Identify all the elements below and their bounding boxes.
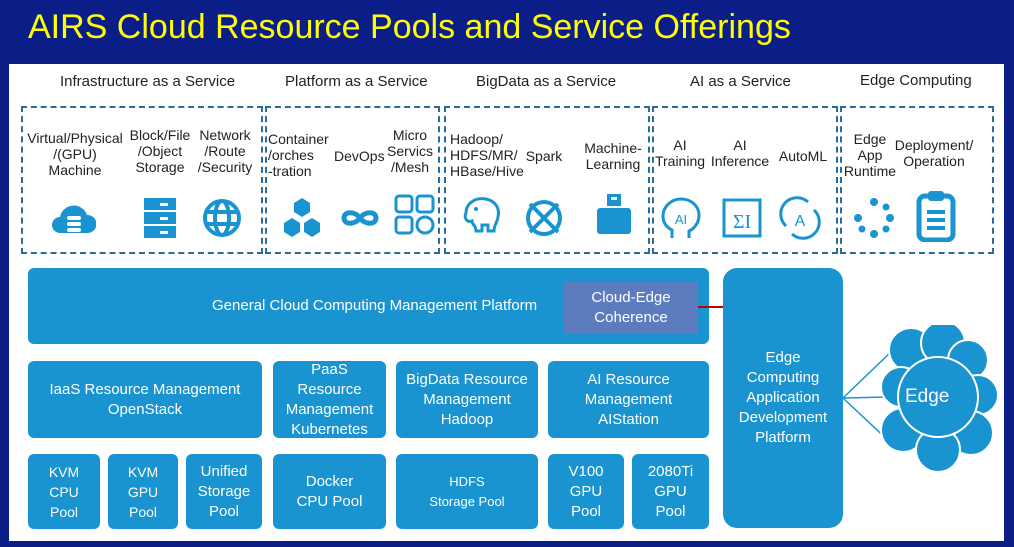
svg-text:A: A	[795, 213, 806, 230]
item-network: Network /Route /Security	[197, 127, 253, 175]
item-automl: AutoML	[778, 148, 828, 164]
hexagons-icon	[284, 198, 320, 237]
item-deployment: Deployment/ Operation	[894, 137, 974, 169]
grid-icon	[394, 194, 435, 235]
cloud-server-icon	[52, 205, 96, 233]
item-hadoop: Hadoop/ HDFS/MR/ HBase/Hive	[450, 131, 524, 179]
edge-cloud-cluster	[843, 325, 999, 473]
item-ai-inference: AI Inference	[710, 137, 770, 169]
header-edge: Edge Computing	[860, 72, 972, 89]
edge-dev-platform: Edge Computing Application Development P…	[723, 268, 843, 528]
ai-head-icon: AI	[661, 197, 701, 238]
pool-v100-gpu: V100 GPU Pool	[548, 454, 624, 529]
bigdata-management: BigData Resource Management Hadoop	[396, 361, 538, 438]
header-iaas: Infrastructure as a Service	[60, 73, 236, 90]
automl-cycle-icon: A	[779, 196, 821, 240]
pool-unified-storage: Unified Storage Pool	[186, 454, 262, 529]
group-bigdata	[444, 106, 650, 254]
coherence-connector	[698, 306, 726, 308]
item-microservices: Micro Servics /Mesh	[387, 127, 433, 175]
iaas-management: IaaS Resource Management OpenStack	[28, 361, 262, 438]
pool-2080ti-gpu: 2080Ti GPU Pool	[632, 454, 709, 529]
item-devops: DevOps	[334, 148, 385, 164]
slide-title: AIRS Cloud Resource Pools and Service Of…	[28, 8, 791, 46]
pool-kvm-gpu: KVM GPU Pool	[108, 454, 178, 529]
svg-text:AI: AI	[675, 212, 687, 227]
group-iaas	[21, 106, 263, 254]
item-machine: Virtual/Physical /(GPU) Machine	[27, 130, 123, 178]
item-container: Container /orches -tration	[268, 131, 329, 179]
cloud-edge-coherence: Cloud-Edge Coherence	[564, 282, 698, 334]
infinity-icon	[341, 210, 379, 226]
item-spark: Spark	[525, 148, 563, 164]
header-paas: Platform as a Service	[285, 73, 428, 90]
sigma-icon: ΣI	[722, 198, 762, 238]
spark-icon	[526, 200, 562, 236]
paas-management: PaaS Resource Management Kubernetes	[273, 361, 386, 438]
item-ai-training: AI Training	[654, 137, 706, 169]
group-edge	[840, 106, 994, 254]
item-storage: Block/File /Object Storage	[129, 127, 191, 175]
svg-text:ΣI: ΣI	[733, 211, 751, 233]
ai-management: AI Resource Management AIStation	[548, 361, 709, 438]
pool-hdfs-storage: HDFS Storage Pool	[396, 454, 538, 529]
globe-icon	[203, 199, 241, 237]
header-ai: AI as a Service	[690, 73, 791, 90]
storage-rack-icon	[144, 198, 176, 238]
item-ml: Machine- Learning	[584, 140, 642, 172]
pool-kvm-cpu: KVM CPU Pool	[28, 454, 100, 529]
loading-dots-icon	[854, 198, 894, 238]
header-bigdata: BigData as a Service	[476, 73, 617, 90]
group-ai	[652, 106, 838, 254]
edge-cloud-label: Edge	[905, 386, 950, 407]
pool-docker-cpu: Docker CPU Pool	[273, 454, 386, 529]
clipboard-icon	[916, 191, 956, 242]
group-paas	[265, 106, 440, 254]
elephant-icon	[463, 197, 500, 233]
usb-drive-icon	[597, 194, 631, 234]
item-edge-runtime: Edge App Runtime	[843, 131, 897, 179]
